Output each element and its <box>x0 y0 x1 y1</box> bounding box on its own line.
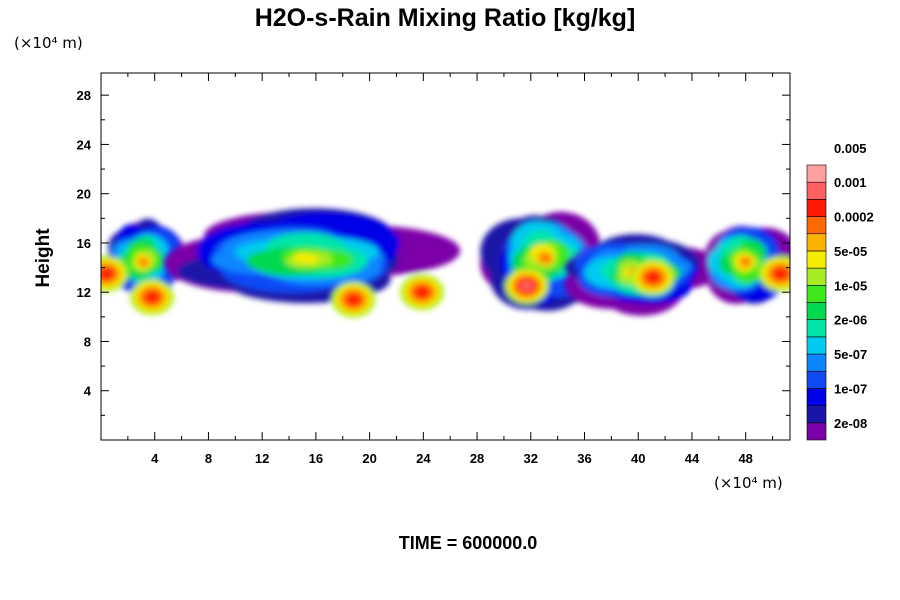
y-tick-label-4: 20 <box>77 187 91 202</box>
y-tick-label-5: 24 <box>77 137 92 152</box>
precip-field <box>101 208 790 318</box>
colorbar-swatch-14 <box>806 181 827 200</box>
colorbar-swatch-10 <box>806 250 827 269</box>
y-tick-label-2: 12 <box>77 285 91 300</box>
y-tick-label-3: 16 <box>77 236 91 251</box>
x-tick-label-9: 40 <box>631 451 645 466</box>
x-units-label: (×10⁴ m) <box>714 474 783 492</box>
colorbar-swatch-12 <box>806 216 827 235</box>
colorbar-label-6: 0.0002 <box>834 210 874 225</box>
precip-contour <box>139 260 147 265</box>
precip-core-4-0 <box>773 267 788 280</box>
colorbar-label-3: 2e-06 <box>834 313 867 328</box>
precip-region-4 <box>703 225 790 304</box>
colorbar-swatch-3 <box>806 370 827 389</box>
precip-core-1-0 <box>346 293 361 306</box>
precip-core-1-1 <box>414 286 430 299</box>
precip-contour <box>742 259 751 265</box>
colorbar-swatch-5 <box>806 336 827 355</box>
colorbar-label-8: 0.005 <box>834 141 867 156</box>
colorbar-swatch-1 <box>806 405 827 424</box>
colorbar-swatch-2 <box>806 388 827 406</box>
colorbar: 2e-08 1e-07 5e-07 2e-06 1e-05 5e-05 0.0002 0.00… <box>806 141 874 441</box>
colorbar-swatch-6 <box>806 319 827 338</box>
precip-region-3 <box>564 234 724 316</box>
precip-region-2 <box>480 211 601 311</box>
y-tick-label-6: 28 <box>77 88 91 103</box>
x-tick-label-5: 24 <box>416 451 431 466</box>
colorbar-swatch-0 <box>806 422 827 441</box>
precip-core-3-0 <box>645 271 661 284</box>
colorbar-label-1: 1e-07 <box>834 381 867 396</box>
colorbar-label-2: 5e-07 <box>834 347 867 362</box>
y-tick-label-0: 4 <box>84 384 92 399</box>
colorbar-swatch-7 <box>806 302 827 320</box>
colorbar-label-5: 5e-05 <box>834 244 867 259</box>
colorbar-swatch-11 <box>806 233 827 252</box>
colorbar-swatch-9 <box>806 267 827 286</box>
y-axis-title: Height <box>33 228 54 288</box>
y-tick-label-1: 8 <box>84 334 91 349</box>
precip-region-1 <box>164 208 461 318</box>
colorbar-swatch-8 <box>806 285 827 303</box>
precip-contour <box>296 256 320 264</box>
x-tick-label-0: 4 <box>151 451 159 466</box>
chart-title: H2O-s-Rain Mixing Ratio [kg/kg] <box>255 4 636 32</box>
precip-core-0-1 <box>144 291 160 304</box>
x-tick-label-6: 28 <box>470 451 484 466</box>
precip-core-0-0 <box>101 267 114 280</box>
x-tick-label-8: 36 <box>577 451 591 466</box>
y-units-label: (×10⁴ m) <box>14 34 83 52</box>
time-label: TIME = 600000.0 <box>399 533 538 553</box>
colorbar-label-4: 1e-05 <box>834 278 867 293</box>
x-tick-label-11: 48 <box>738 451 752 466</box>
x-tick-label-10: 44 <box>685 451 700 466</box>
x-tick-label-7: 32 <box>524 451 538 466</box>
x-tick-label-3: 16 <box>309 451 323 466</box>
colorbar-label-7: 0.001 <box>834 175 867 190</box>
colorbar-label-0: 2e-08 <box>834 416 867 431</box>
precip-core-2-0 <box>520 280 534 292</box>
plot-frame <box>100 72 791 441</box>
x-tick-label-2: 12 <box>255 451 269 466</box>
colorbar-swatch-4 <box>806 353 827 372</box>
x-tick-label-4: 20 <box>362 451 376 466</box>
colorbar-swatch-15 <box>806 164 827 183</box>
colorbar-swatch-13 <box>806 199 827 217</box>
x-tick-label-1: 8 <box>205 451 212 466</box>
precip-region-0 <box>101 218 187 316</box>
precip-contour <box>541 253 550 262</box>
